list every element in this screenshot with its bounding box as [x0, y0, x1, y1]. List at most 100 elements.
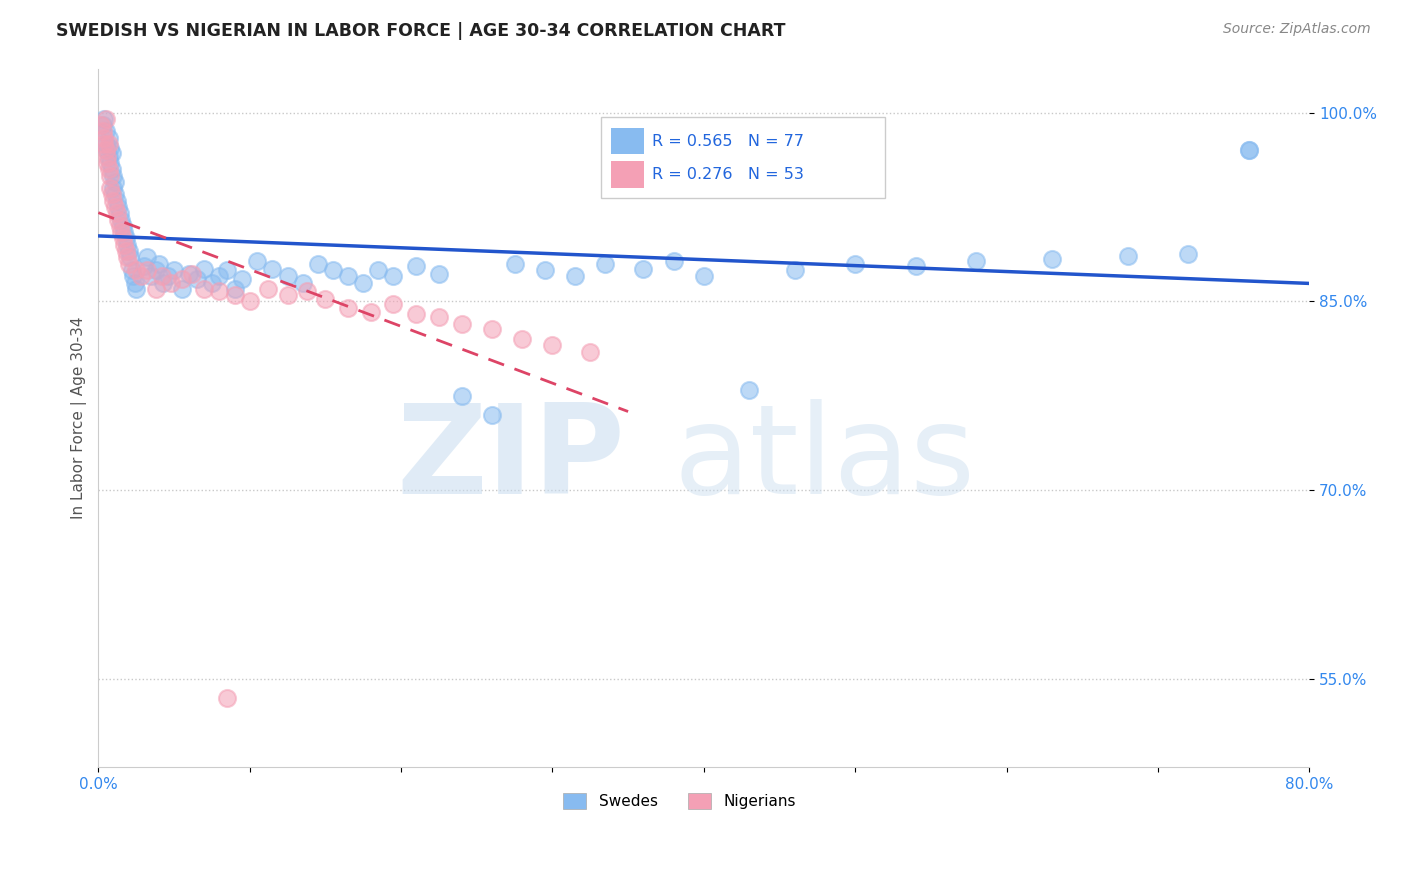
FancyBboxPatch shape	[610, 128, 644, 154]
Point	[163, 263, 186, 277]
Point	[450, 389, 472, 403]
Point	[100, 141, 122, 155]
Point	[97, 137, 120, 152]
Point	[481, 408, 503, 422]
Y-axis label: In Labor Force | Age 30-34: In Labor Force | Age 30-34	[72, 317, 87, 519]
Point	[337, 269, 360, 284]
Point	[91, 124, 114, 138]
Point	[93, 130, 115, 145]
Text: SWEDISH VS NIGERIAN IN LABOR FORCE | AGE 30-34 CORRELATION CHART: SWEDISH VS NIGERIAN IN LABOR FORCE | AGE…	[56, 22, 786, 40]
Point	[427, 310, 450, 324]
Point	[170, 272, 193, 286]
Point	[208, 269, 231, 284]
Point	[145, 282, 167, 296]
Text: R = 0.276   N = 53: R = 0.276 N = 53	[652, 167, 804, 182]
Point	[105, 194, 128, 208]
Point	[108, 206, 131, 220]
Point	[595, 257, 617, 271]
Point	[114, 231, 136, 245]
Point	[360, 304, 382, 318]
Point	[201, 276, 224, 290]
Point	[150, 269, 173, 284]
Point	[111, 219, 134, 233]
Point	[631, 261, 654, 276]
Point	[115, 251, 138, 265]
Point	[104, 200, 127, 214]
Point	[405, 259, 427, 273]
Point	[156, 269, 179, 284]
Point	[337, 301, 360, 315]
Point	[246, 254, 269, 268]
Point	[125, 282, 148, 296]
FancyBboxPatch shape	[600, 118, 886, 198]
Point	[104, 175, 127, 189]
Point	[100, 156, 122, 170]
Point	[1237, 144, 1260, 158]
Point	[215, 263, 238, 277]
Point	[208, 285, 231, 299]
Point	[103, 194, 125, 208]
Point	[145, 263, 167, 277]
Point	[96, 156, 118, 170]
Point	[152, 276, 174, 290]
Point	[97, 150, 120, 164]
Point	[91, 118, 114, 132]
Point	[93, 137, 115, 152]
Point	[94, 137, 117, 152]
Point	[114, 244, 136, 258]
Point	[215, 691, 238, 706]
Point	[111, 231, 134, 245]
Point	[129, 269, 152, 284]
Point	[100, 181, 122, 195]
Point	[541, 338, 564, 352]
Point	[94, 144, 117, 158]
Point	[277, 269, 299, 284]
Point	[534, 263, 557, 277]
Point	[297, 285, 319, 299]
Point	[117, 244, 139, 258]
Point	[783, 263, 806, 277]
Point	[224, 288, 246, 302]
Point	[100, 169, 122, 183]
Point	[579, 344, 602, 359]
Point	[94, 112, 117, 126]
Point	[186, 272, 208, 286]
Point	[382, 269, 405, 284]
Point	[121, 263, 143, 277]
Point	[120, 251, 142, 265]
Point	[141, 269, 163, 284]
Point	[1040, 252, 1063, 266]
Point	[193, 282, 215, 296]
Point	[1116, 249, 1139, 263]
Point	[135, 251, 157, 265]
Point	[93, 112, 115, 126]
Point	[1237, 144, 1260, 158]
Point	[96, 144, 118, 158]
Point	[314, 292, 336, 306]
Point	[94, 124, 117, 138]
Point	[224, 282, 246, 296]
Point	[112, 237, 135, 252]
Point	[427, 267, 450, 281]
Point	[110, 225, 132, 239]
Point	[132, 259, 155, 273]
Point	[96, 150, 118, 164]
Point	[904, 259, 927, 273]
Point	[481, 322, 503, 336]
Point	[148, 257, 170, 271]
Point	[179, 267, 201, 281]
Point	[277, 288, 299, 302]
Legend: Swedes, Nigerians: Swedes, Nigerians	[557, 788, 801, 815]
Point	[97, 162, 120, 177]
Point	[1177, 246, 1199, 260]
Point	[135, 263, 157, 277]
Point	[322, 263, 344, 277]
Point	[103, 181, 125, 195]
Point	[181, 267, 204, 281]
Point	[107, 212, 129, 227]
Point	[503, 257, 526, 271]
Point	[231, 272, 253, 286]
Point	[405, 307, 427, 321]
Point	[965, 254, 987, 268]
Point	[124, 276, 146, 290]
